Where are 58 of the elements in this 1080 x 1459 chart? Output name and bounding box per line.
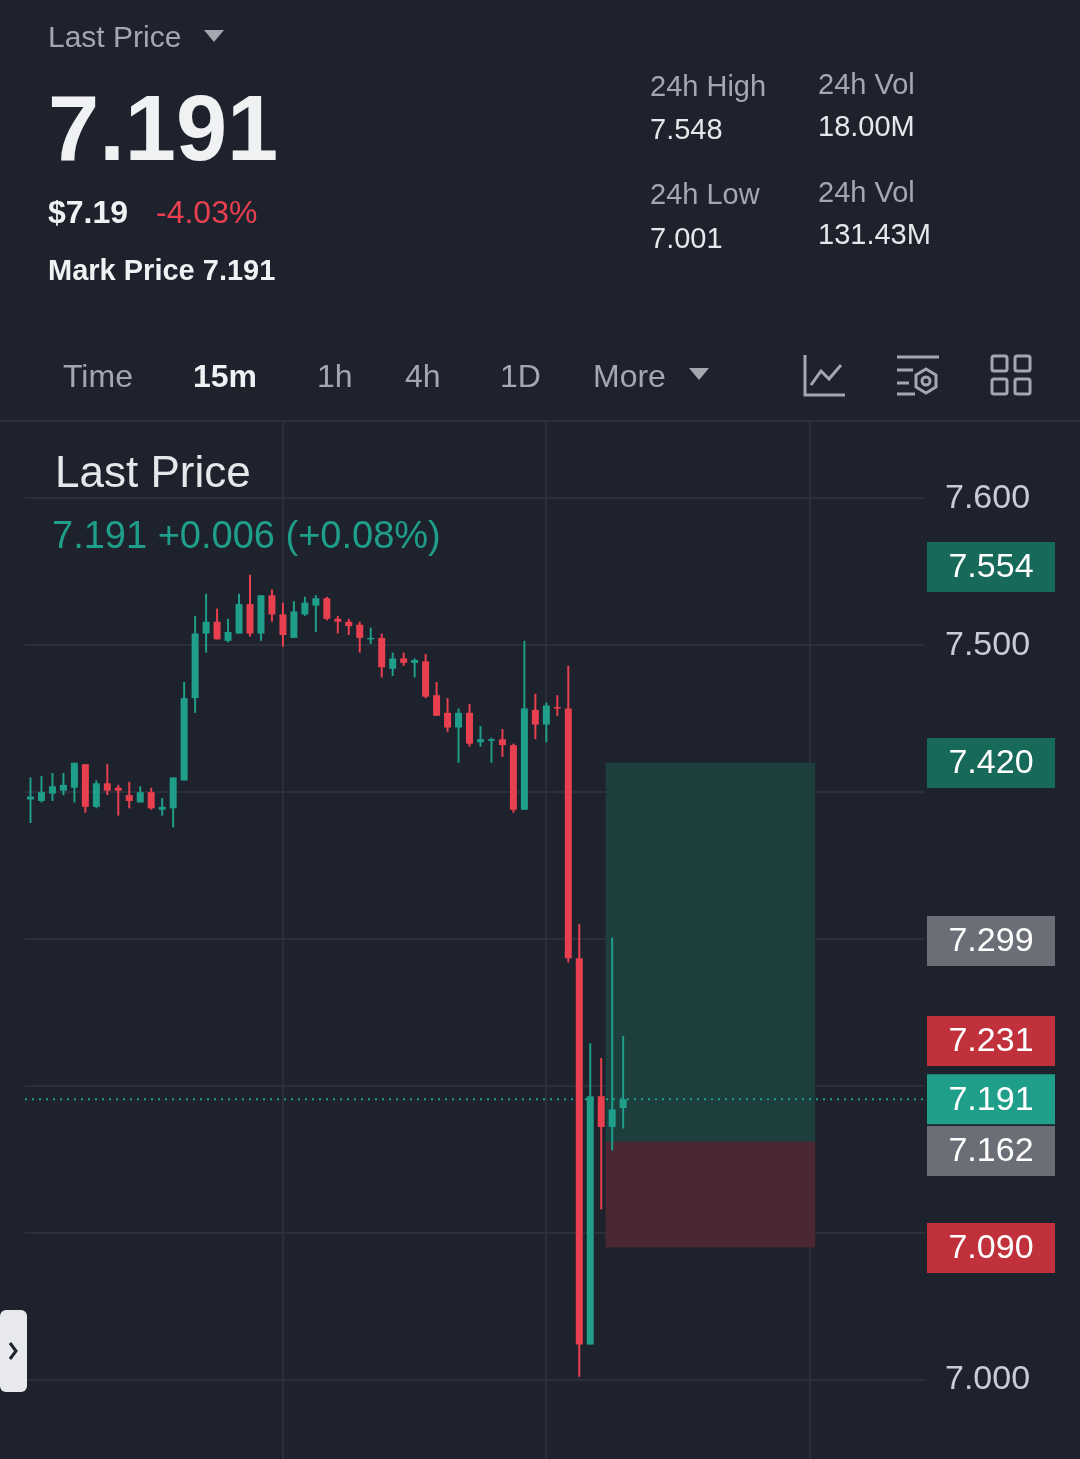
chart-title: Last Price [48,20,182,53]
text: 18.00M [818,110,915,142]
candlestick [531,692,539,741]
candlestick [323,595,331,622]
text: -4.03% [156,194,258,230]
candlestick [356,620,364,654]
candlestick [301,595,309,617]
text: 1D [500,358,541,394]
candlestick [279,601,287,648]
candlestick [455,707,463,764]
text: 24h Low [650,178,760,210]
text: 7.231 [948,1020,1034,1059]
candlestick [498,727,506,758]
text: More [593,358,666,394]
candlestick [48,772,56,802]
candlestick [92,779,100,810]
candlestick [213,607,221,641]
candlestick [37,774,45,804]
candlestick [389,651,397,678]
text: 7.420 [948,742,1034,781]
candlestick [476,725,484,748]
candlestick [444,697,452,733]
candlestick [312,594,320,634]
y-tick-label: 7.500 [945,623,1031,662]
text: 7.191 [48,77,279,179]
text: Time [63,358,133,394]
candlestick [268,588,276,623]
ref-line-label: 7.191 [948,1078,1034,1117]
text: 4h [405,358,441,394]
annotation: 7.191 +0.006 (+0.08%) [52,514,441,556]
text: 131.43M [818,218,931,250]
candlestick [59,772,67,797]
y-tick-label: 7.000 [945,1358,1031,1397]
text: 24h High [650,70,767,102]
candlestick [103,763,111,797]
text: 24h Vol [818,68,915,100]
y-tick-label: 7.600 [945,476,1031,515]
text: Mark Price 7.191 [48,254,276,286]
text: 15m [193,358,258,394]
candlestick [125,780,133,810]
text: 7.090 [948,1227,1034,1266]
text: 1h [317,358,353,394]
text: 7.548 [650,113,723,145]
text: $7.19 [48,194,129,230]
annotation: Last Price [55,447,251,496]
text: 24h Vol [818,176,915,208]
candlestick [487,736,495,764]
candlestick [147,786,155,811]
candlestick [433,680,441,717]
candlestick [411,657,419,679]
candlestick [114,783,122,817]
candlestick [202,592,210,654]
candlestick [542,701,550,744]
text: 7.299 [948,920,1034,959]
text: 7.554 [948,546,1034,585]
text: 7.001 [650,222,723,254]
text: 7.162 [948,1130,1034,1169]
candlestick [224,617,232,644]
